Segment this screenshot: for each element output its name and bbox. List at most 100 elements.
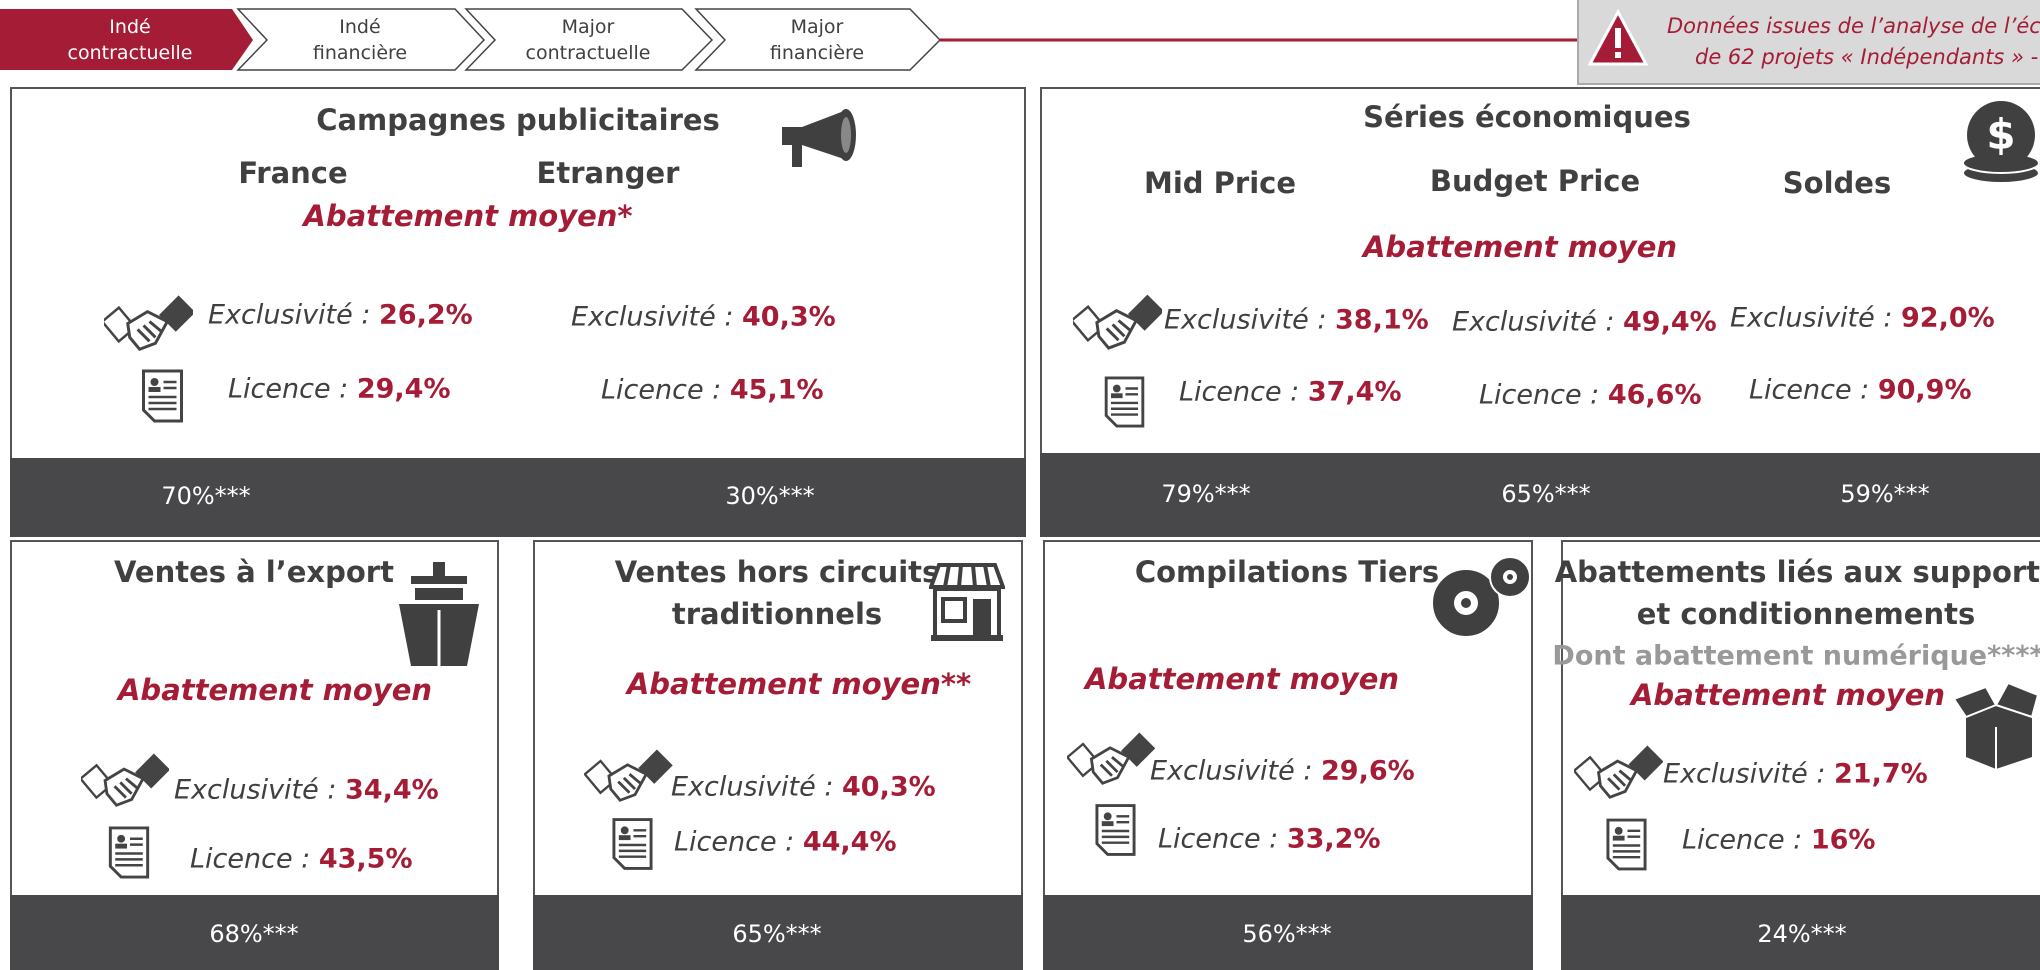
panel-footer xyxy=(10,458,1026,537)
ship-icon xyxy=(399,562,479,666)
row: Licence : 90,9% xyxy=(1749,375,1972,406)
share: 65%*** xyxy=(732,920,822,948)
panel-footer xyxy=(1043,895,1533,970)
panel-footer xyxy=(1561,895,2040,970)
value: 43,5% xyxy=(318,843,413,875)
document-icon xyxy=(107,825,151,880)
value: 90,9% xyxy=(1877,374,1972,406)
row: Licence : 33,2% xyxy=(1158,824,1381,855)
row: Exclusivité : 26,2% xyxy=(208,300,473,331)
nav-step[interactable]: Major contractuelle xyxy=(526,14,651,66)
label: Licence : xyxy=(228,373,349,405)
value: 45,1% xyxy=(729,374,824,406)
subtitle: Abattement moyen** xyxy=(626,667,972,701)
value: 29,4% xyxy=(356,373,451,405)
nav-line: financière xyxy=(312,42,408,64)
share: 56%*** xyxy=(1242,920,1332,948)
value: 34,4% xyxy=(345,774,439,806)
panel-title: Ventes hors circuits xyxy=(614,555,940,589)
row: Exclusivité : 29,6% xyxy=(1150,756,1415,787)
nav-step[interactable]: Indé contractuelle xyxy=(68,14,193,66)
document-icon xyxy=(1605,817,1648,872)
handshake-icon xyxy=(1067,731,1155,787)
share: 24%*** xyxy=(1757,920,1847,948)
row: Licence : 43,5% xyxy=(190,844,413,875)
document-icon xyxy=(1094,801,1137,859)
label: Licence : xyxy=(674,826,795,858)
column-name: Soldes xyxy=(1782,166,1892,200)
label: Exclusivité : xyxy=(1730,302,1893,334)
panel-title: Ventes à l’export xyxy=(114,555,394,589)
megaphone-icon xyxy=(782,109,856,167)
value: 21,7% xyxy=(1834,758,1928,790)
value: 40,3% xyxy=(742,301,836,333)
label: Exclusivité : xyxy=(1164,304,1327,336)
row: Exclusivité : 34,4% xyxy=(174,775,439,806)
nav-step[interactable]: Indé financière xyxy=(313,14,407,66)
value: 44,4% xyxy=(802,826,897,858)
panel-footer xyxy=(1040,453,2040,537)
nav-line: contractuelle xyxy=(67,42,193,64)
subtitle: Abattement moyen* xyxy=(303,199,633,233)
value: 38,1% xyxy=(1335,304,1429,336)
panel-footer xyxy=(533,895,1023,970)
document-icon xyxy=(1103,375,1146,429)
value: 16% xyxy=(1810,824,1876,856)
value: 92,0% xyxy=(1901,302,1995,334)
panel-title: Campagnes publicitaires xyxy=(316,103,720,137)
handshake-icon xyxy=(1574,744,1663,801)
column-name: Etranger xyxy=(536,156,680,190)
document-icon xyxy=(140,368,185,424)
label: Exclusivité : xyxy=(671,771,834,803)
subtitle: Abattement moyen xyxy=(1630,678,1946,712)
subtitle: Abattement moyen xyxy=(1362,230,1678,264)
value: 46,6% xyxy=(1607,379,1702,411)
share: 68%*** xyxy=(209,920,299,948)
row: Licence : 29,4% xyxy=(228,374,451,405)
row: Exclusivité : 92,0% xyxy=(1730,303,1995,334)
row: Exclusivité : 21,7% xyxy=(1663,759,1928,790)
value: 40,3% xyxy=(842,771,936,803)
box-icon xyxy=(1952,681,2040,769)
handshake-icon xyxy=(81,752,169,809)
nav-line: contractuelle xyxy=(525,42,651,64)
nav-line: Indé xyxy=(339,16,381,38)
value: 26,2% xyxy=(379,299,473,331)
subtitle: Abattement moyen xyxy=(1084,662,1400,696)
row: Licence : 16% xyxy=(1682,825,1875,856)
label: Exclusivité : xyxy=(1150,755,1313,787)
column-name: Budget Price xyxy=(1429,164,1641,198)
label: Licence : xyxy=(1179,376,1300,408)
coin-icon: $ xyxy=(1962,101,2040,184)
label: Licence : xyxy=(1479,379,1600,411)
panel-title: et conditionnements xyxy=(1636,597,1976,631)
nav-line: Major xyxy=(561,16,615,38)
share: 70%*** xyxy=(161,482,251,510)
row: Exclusivité : 49,4% xyxy=(1452,307,1717,338)
handshake-icon xyxy=(104,293,193,354)
nav-line: Indé xyxy=(109,16,151,38)
label: Licence : xyxy=(1158,823,1279,855)
label: Licence : xyxy=(190,843,311,875)
column-name: Mid Price xyxy=(1143,166,1297,200)
label: Exclusivité : xyxy=(1452,306,1615,338)
row: Exclusivité : 40,3% xyxy=(571,302,836,333)
handshake-icon xyxy=(584,748,673,804)
share: 65%*** xyxy=(1501,480,1591,508)
nav-step[interactable]: Major financière xyxy=(770,14,864,66)
nav-line: financière xyxy=(769,42,865,64)
panel-title: Compilations Tiers xyxy=(1134,555,1440,589)
label: Licence : xyxy=(601,374,722,406)
svg-text:$: $ xyxy=(1986,110,2015,159)
value: 33,2% xyxy=(1286,823,1381,855)
row: Licence : 44,4% xyxy=(674,827,897,858)
column-name: France xyxy=(238,156,348,190)
label: Exclusivité : xyxy=(571,301,734,333)
label: Licence : xyxy=(1682,824,1803,856)
panel-footer xyxy=(10,895,499,970)
note: Dont abattement numérique**** xyxy=(1552,640,2040,672)
label: Licence : xyxy=(1749,374,1870,406)
nav-line: Major xyxy=(790,16,844,38)
